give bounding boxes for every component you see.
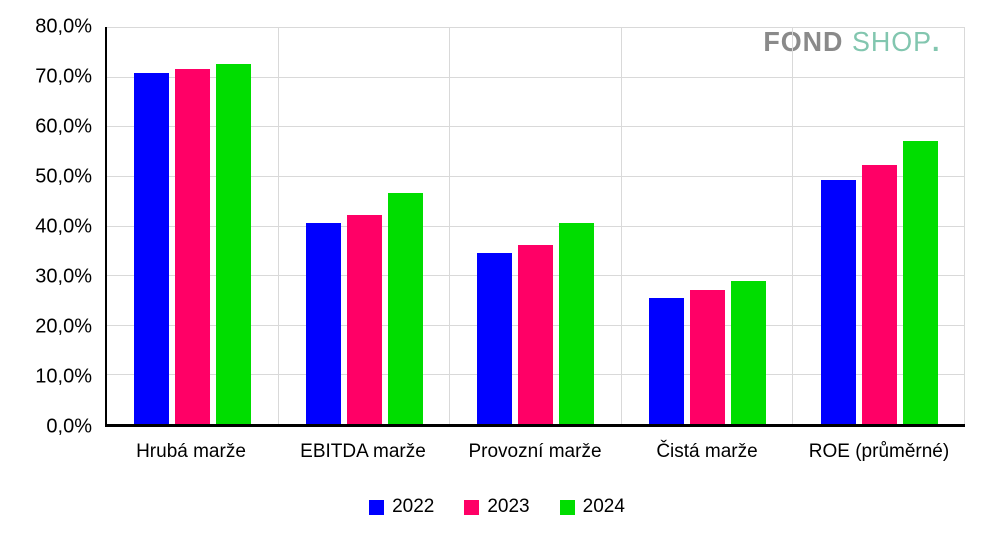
gridline-vertical	[792, 27, 794, 424]
gridline-vertical	[620, 27, 622, 424]
bar-2023	[518, 245, 554, 424]
bar-2022	[134, 73, 170, 424]
legend-item-2023: 2023	[464, 496, 530, 518]
logo-dot: .	[931, 26, 940, 57]
x-axis-category-label: EBITDA marže	[300, 441, 426, 462]
y-axis-tick-label: 10,0%	[35, 365, 92, 388]
gridline-horizontal	[107, 76, 965, 78]
x-axis-category-label: ROE (průměrné)	[808, 441, 950, 462]
bar-2024	[559, 223, 595, 424]
y-axis-tick-label: 40,0%	[35, 215, 92, 238]
legend-item-2022: 2022	[369, 496, 434, 518]
logo-text-shop: SHOP	[851, 26, 932, 57]
bar-2024	[902, 140, 938, 424]
logo-text-fond: FOND	[762, 26, 843, 57]
x-axis-category-label: Provozní marže	[468, 441, 602, 462]
y-axis: 0,0% 10,0% 20,0% 30,0% 40,0% 50,0% 60,0% 70,0% 8…	[0, 16, 92, 438]
x-axis-category-label: Hrubá marže	[136, 441, 246, 462]
fondshop-logo: FOND SHOP.	[763, 26, 940, 58]
bar-group	[107, 27, 279, 424]
legend-swatch-icon	[559, 499, 575, 515]
y-axis-tick-label: 80,0%	[35, 15, 92, 38]
gridline-horizontal	[107, 225, 965, 227]
gridline-vertical	[277, 27, 279, 424]
bar-group	[279, 27, 451, 424]
legend: 2022 2023 2024	[0, 496, 994, 518]
gridline-vertical	[449, 27, 451, 424]
bar-2023	[690, 289, 726, 424]
bar-2022	[820, 179, 856, 424]
gridline-vertical	[964, 27, 965, 424]
legend-label: 2023	[487, 496, 530, 517]
bar-2024	[216, 64, 252, 424]
bar-2024	[731, 280, 767, 424]
y-axis-tick-label: 50,0%	[35, 165, 92, 188]
bar-2022	[477, 252, 513, 424]
legend-swatch-icon	[369, 499, 385, 515]
y-axis-tick-label: 0,0%	[46, 415, 92, 438]
bar-group	[793, 27, 965, 424]
bar-2023	[346, 214, 382, 424]
x-axis: Hrubá marže EBITDA marže Provozní marže Čis…	[105, 441, 965, 471]
bar-2022	[649, 298, 685, 424]
legend-label: 2022	[392, 496, 435, 517]
y-axis-tick-label: 60,0%	[35, 115, 92, 138]
y-axis-tick-label: 70,0%	[35, 65, 92, 88]
bar-2024	[387, 193, 423, 424]
gridline-horizontal	[107, 126, 965, 128]
legend-item-2024: 2024	[559, 496, 625, 518]
legend-swatch-icon	[464, 499, 480, 515]
gridline-horizontal	[107, 27, 965, 28]
gridline-horizontal	[107, 175, 965, 177]
y-axis-tick-label: 20,0%	[35, 315, 92, 338]
bar-group	[450, 27, 622, 424]
bar-2023	[175, 69, 211, 424]
plot-area	[105, 27, 965, 427]
x-axis-category-label: Čistá marže	[656, 441, 758, 462]
legend-label: 2024	[582, 496, 625, 517]
bar-2022	[305, 222, 341, 424]
y-axis-tick-label: 30,0%	[35, 265, 92, 288]
bar-2023	[861, 165, 897, 424]
bar-group	[622, 27, 794, 424]
